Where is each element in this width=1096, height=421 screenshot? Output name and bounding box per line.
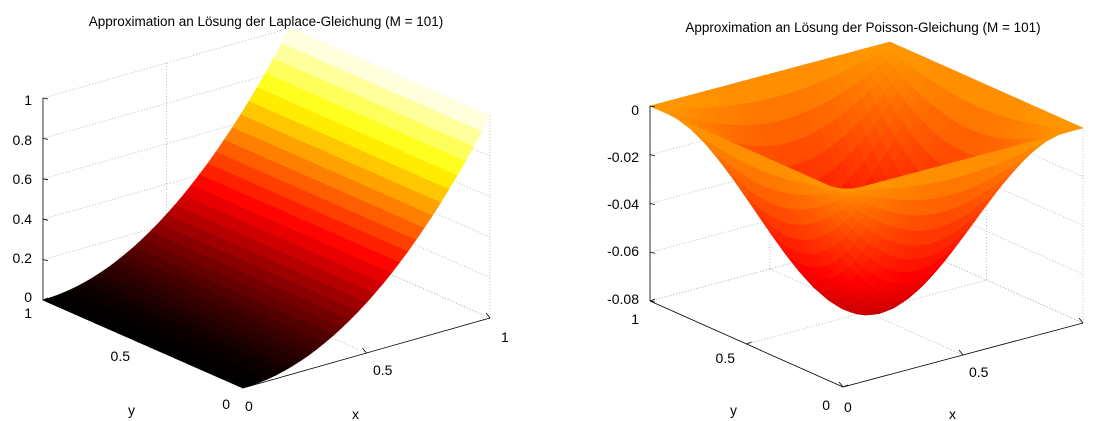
z-tick	[42, 218, 49, 221]
x-tick	[238, 382, 244, 389]
chart-title: Approximation an Lösung der Laplace-Glei…	[89, 14, 444, 29]
y-tick	[842, 384, 849, 388]
y-axis-label: y	[730, 402, 737, 418]
surface-patch	[836, 188, 852, 193]
y-tick	[42, 297, 49, 301]
z-tick	[42, 97, 49, 100]
z-tick	[42, 299, 49, 302]
y-tick-label: 0.5	[716, 350, 736, 366]
z-tick	[649, 105, 656, 108]
y-tick	[142, 341, 149, 345]
z-gridline	[42, 189, 491, 278]
chart-title: Approximation an Lösung der Poisson-Glei…	[685, 20, 1040, 35]
x-axis-label: x	[352, 406, 359, 421]
y-tick-label: 1	[631, 311, 639, 327]
y-tick-label: 0.5	[111, 348, 131, 364]
x-tick	[362, 347, 367, 354]
z-tick	[42, 259, 49, 261]
floor-gridline	[166, 264, 367, 354]
x-tick	[485, 312, 491, 319]
x-axis-label: x	[949, 406, 956, 421]
x-tick-label: 0	[844, 399, 852, 415]
floor-gridline	[889, 236, 1084, 324]
z-tick	[649, 251, 656, 254]
z-tick-label: 0	[24, 289, 32, 305]
z-tick-label: 0.2	[13, 250, 33, 266]
z-tick-label: -0.04	[607, 196, 639, 212]
floor-gridline	[289, 229, 491, 319]
y-tick	[649, 298, 656, 302]
z-tick-label: -0.08	[607, 291, 639, 307]
x-tick-label: 0	[245, 398, 253, 414]
y-axis-label: y	[128, 402, 135, 418]
x-tick	[1078, 317, 1084, 324]
z-tick	[649, 203, 656, 205]
z-tick	[649, 154, 656, 157]
z-tick-label: 0	[631, 102, 639, 118]
x-tick-label: 0.5	[969, 364, 989, 380]
z-tick-label: 0.6	[13, 171, 33, 187]
x-tick-label: 1	[501, 329, 509, 345]
laplace-surface-plot: Approximation an Lösung der Laplace-Glei…	[13, 14, 509, 421]
z-tick-label: -0.02	[607, 149, 639, 165]
z-tick-label: 0.8	[13, 132, 33, 148]
y-tick-label: 0	[822, 397, 830, 413]
z-tick-label: -0.06	[607, 243, 639, 259]
y-tick-label: 1	[24, 305, 32, 321]
z-tick	[649, 300, 656, 303]
y-tick-label: 0	[222, 396, 230, 412]
z-tick	[42, 178, 49, 181]
y-tick	[242, 385, 249, 389]
x-tick	[838, 381, 844, 388]
x-tick-label: 0.5	[373, 362, 393, 378]
x-tick	[958, 349, 964, 356]
z-tick-label: 0.4	[13, 211, 33, 227]
z-tick-label: 1	[24, 92, 32, 108]
poisson-surface-plot: Approximation an Lösung der Poisson-Glei…	[548, 0, 1096, 421]
y-tick	[746, 341, 752, 345]
z-tick	[42, 138, 49, 140]
